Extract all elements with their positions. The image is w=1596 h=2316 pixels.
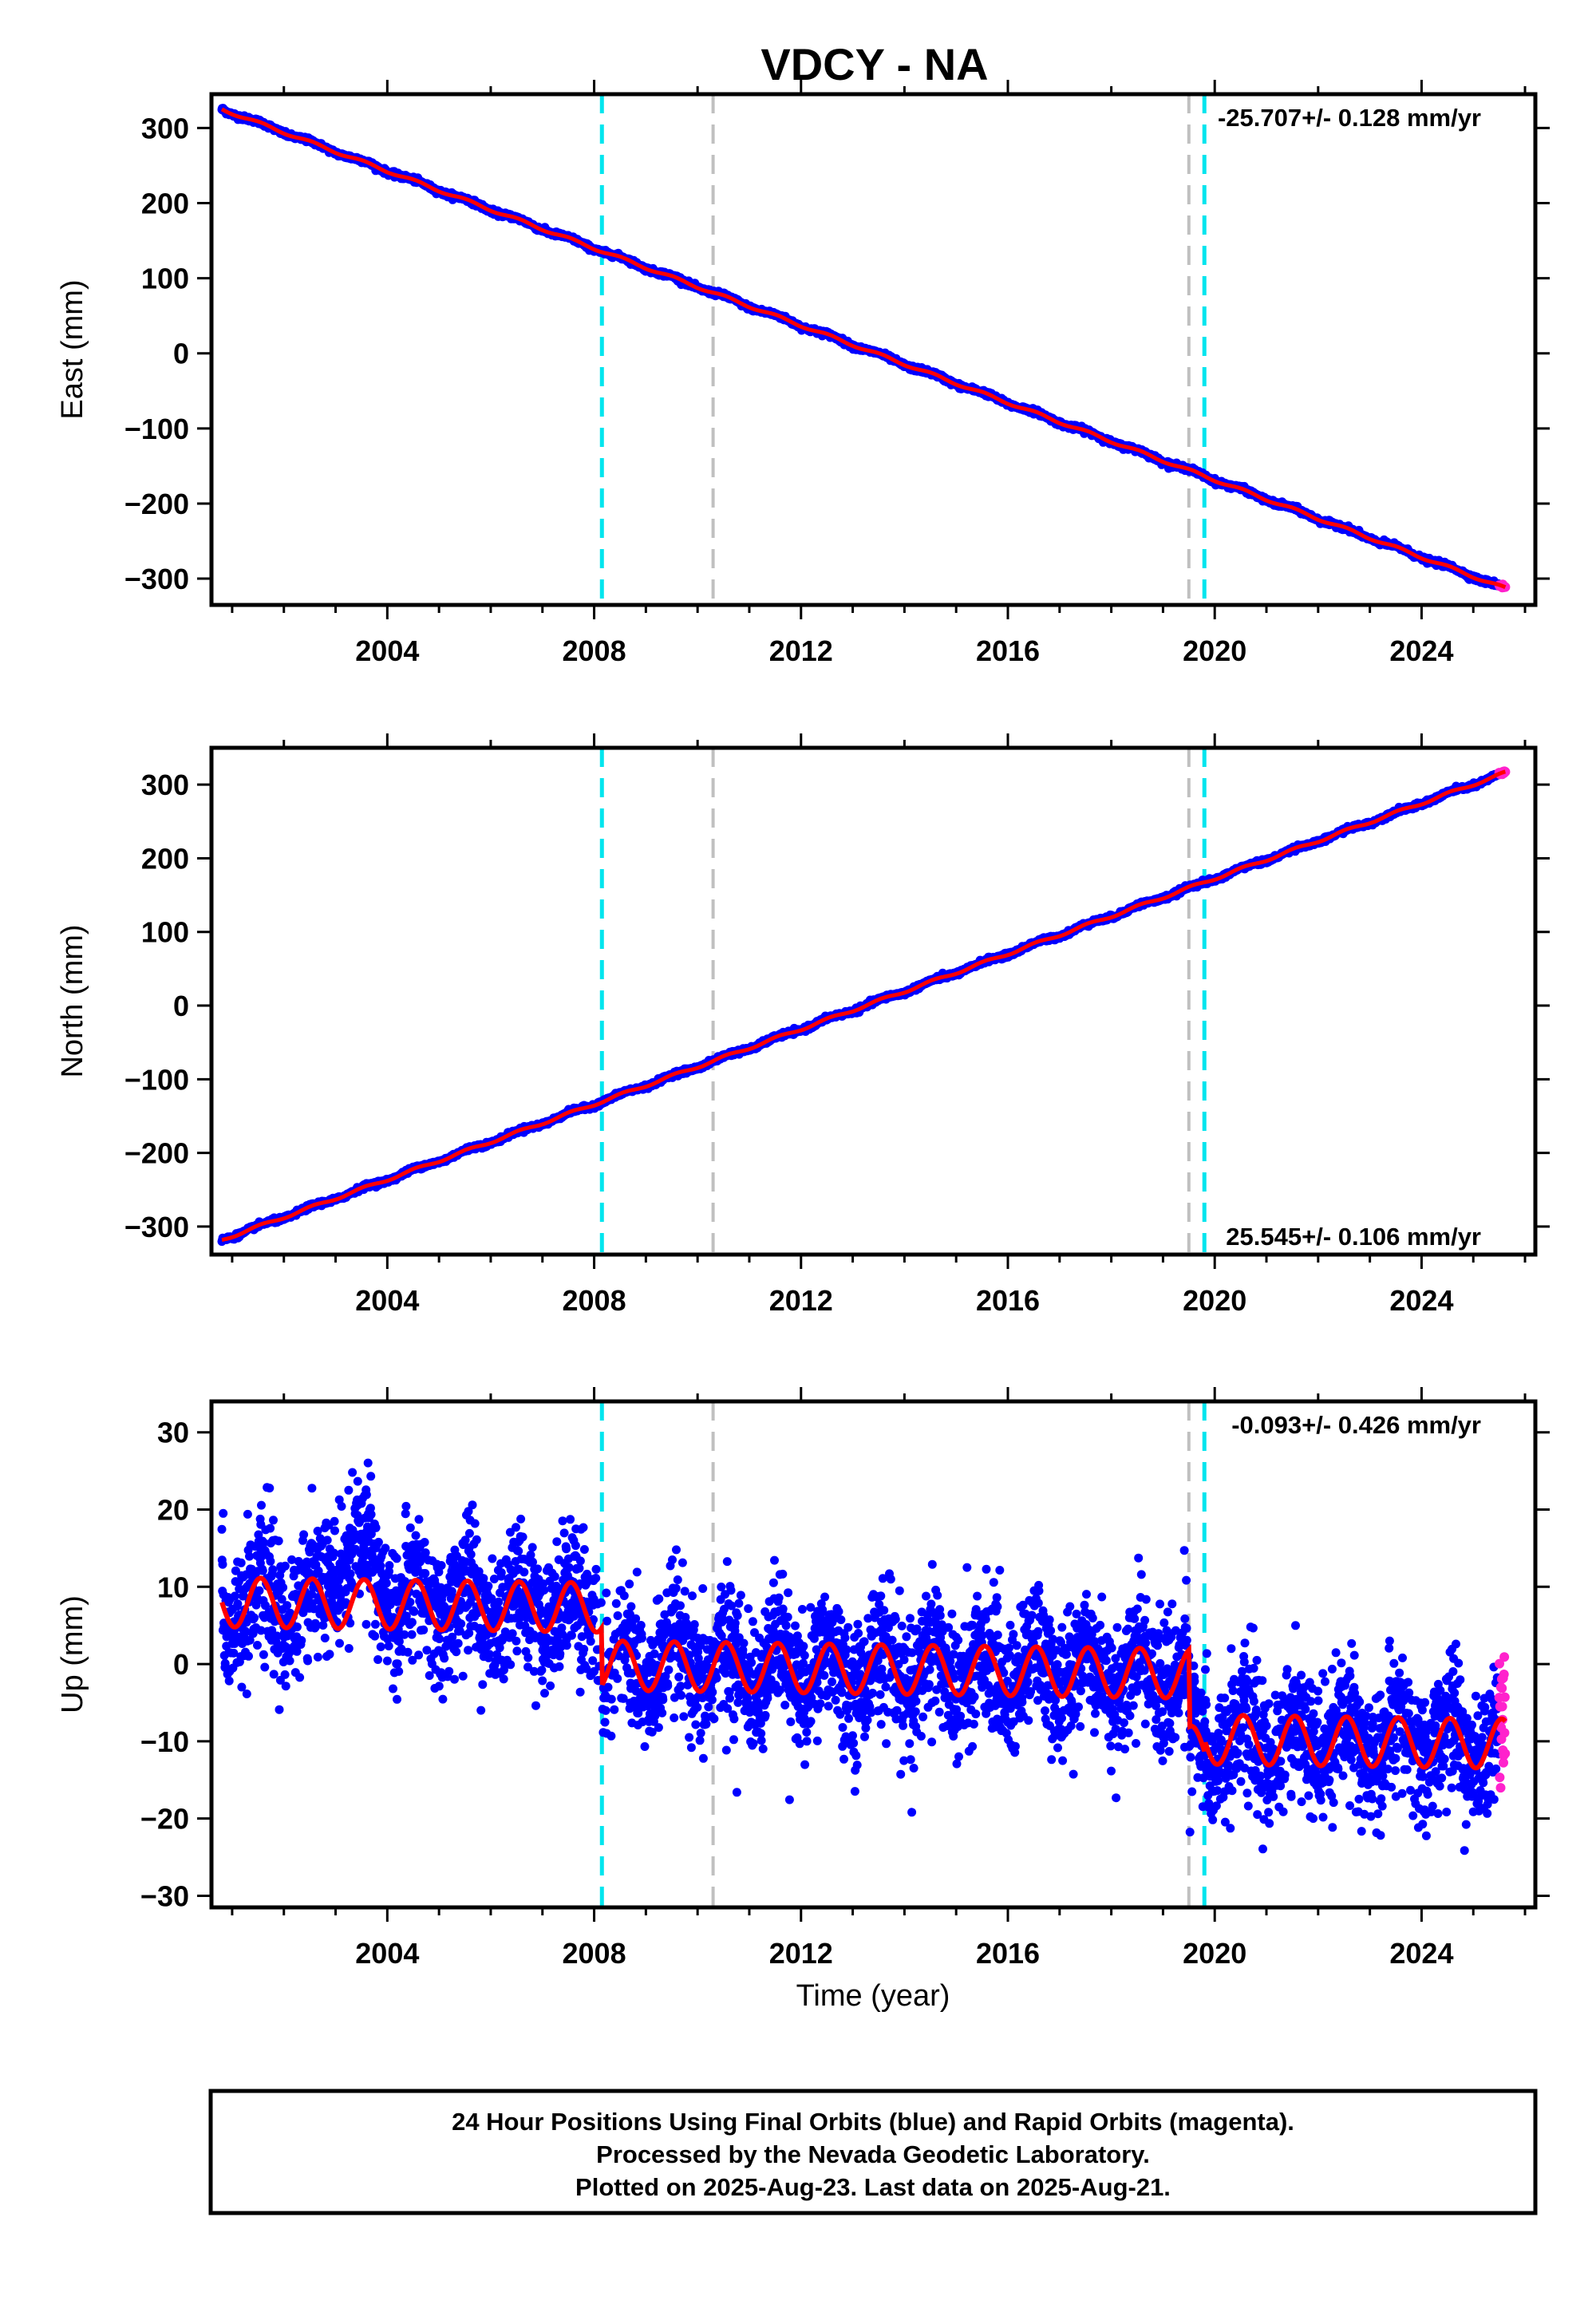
- east-y-tick-label: −100: [124, 413, 189, 445]
- east-x-tick-label: 2012: [769, 634, 833, 667]
- east-x-tick-label: 2024: [1389, 634, 1453, 667]
- east-x-tick-label: 2016: [976, 634, 1040, 667]
- east-y-tick-label: 200: [141, 187, 189, 219]
- east-y-axis-title: East (mm): [56, 279, 89, 419]
- east-panel: 300 200 100 0 −100 −200 −300 2004 2008 2012 2016 20…: [56, 80, 1550, 667]
- east-y-tick-label: 300: [141, 112, 189, 144]
- east-x-tick-label: 2008: [563, 634, 626, 667]
- east-model-curve: [220, 107, 1507, 590]
- east-y-tick-label: −300: [124, 563, 189, 595]
- east-rate-label: -25.707+/- 0.128 mm/yr: [1218, 104, 1481, 132]
- east-x-tick-label: 2004: [355, 634, 419, 667]
- east-y-tick-label: 100: [141, 263, 189, 295]
- east-frame: [209, 92, 1538, 607]
- east-y-tick-label: 0: [173, 338, 189, 370]
- east-x-tick-label: 2020: [1183, 634, 1246, 667]
- east-y-tick-label: −200: [124, 488, 189, 520]
- chart-title: VDCY - NA: [760, 39, 988, 89]
